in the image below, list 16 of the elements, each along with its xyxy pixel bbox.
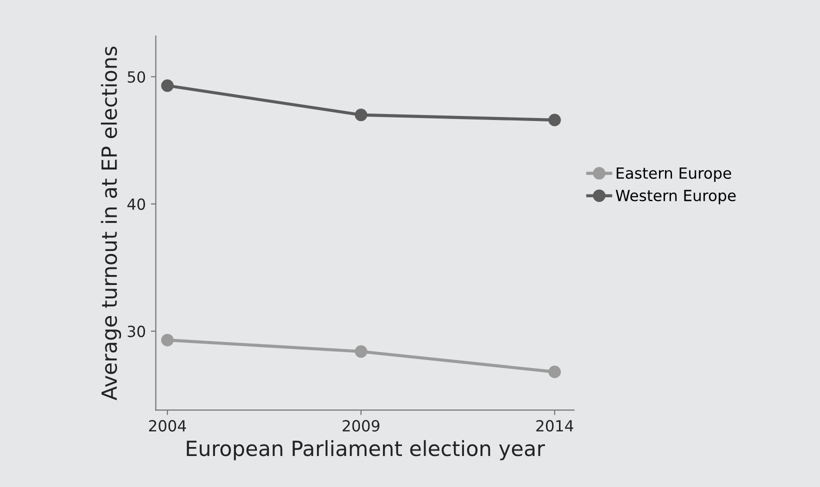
y-tick-label: 50: [128, 71, 146, 83]
point: [548, 114, 561, 126]
point: [354, 108, 368, 122]
x-tick-label: 2014: [536, 420, 574, 432]
x-tick-label: 2004: [149, 420, 186, 432]
point: [354, 345, 368, 358]
y-tick-label: 40: [127, 198, 146, 210]
point: [161, 334, 174, 346]
point: [161, 79, 174, 92]
x-axis-title: European Parliament election year: [186, 440, 545, 460]
y-axis-title: Average turnout in at EP elections: [100, 46, 122, 400]
y-tick-label: 30: [128, 326, 146, 338]
point: [548, 366, 561, 378]
legend-label: Western Europe: [616, 190, 736, 204]
x-tick-label: 2009: [342, 420, 380, 432]
legend-label: Eastern Europe: [616, 168, 732, 182]
